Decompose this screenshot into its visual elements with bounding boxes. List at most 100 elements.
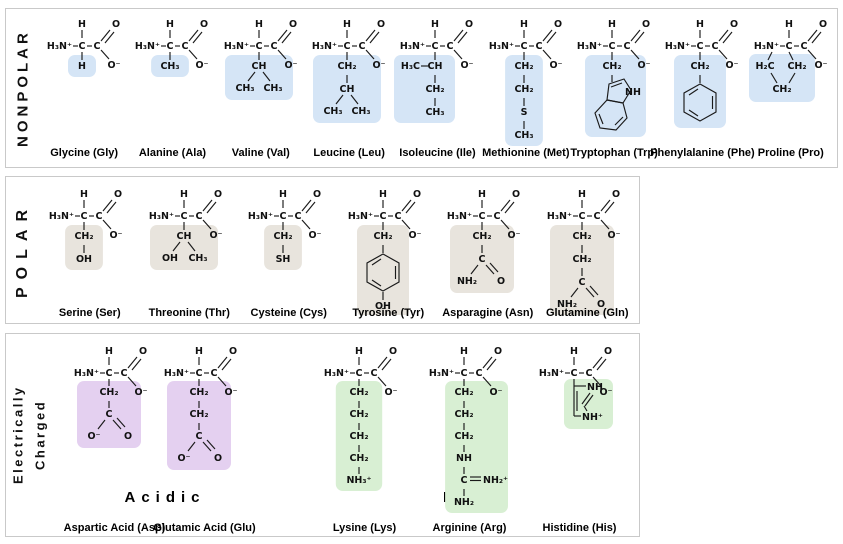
sidechain-highlight bbox=[356, 225, 409, 315]
amino-acid-cys: H H₃N⁺ C C O O⁻ CH₂ SH Cysteine (Cys) bbox=[239, 183, 339, 321]
svg-text:CH₂: CH₂ bbox=[426, 84, 445, 95]
amino-acid-met: H H₃N⁺ C C O O⁻ CH₂ CH₂ S CH₃ Methionine (Met) bbox=[482, 13, 570, 165]
amino-acid-glu: H H₃N⁺ C C O O⁻ CH₂ CH₂ C O⁻ O Glutamic Acid (Glu) bbox=[153, 340, 255, 534]
group-label-acidic: Acidic bbox=[124, 489, 206, 506]
svg-text:O⁻: O⁻ bbox=[408, 230, 421, 241]
svg-text:CH₂: CH₂ bbox=[189, 387, 208, 398]
svg-text:O: O bbox=[377, 19, 385, 30]
svg-text:C: C bbox=[447, 41, 454, 52]
svg-text:H: H bbox=[355, 346, 363, 357]
svg-text:S: S bbox=[520, 107, 527, 118]
svg-text:H: H bbox=[166, 19, 174, 30]
svg-text:H₃N⁺: H₃N⁺ bbox=[539, 368, 564, 379]
svg-text:O: O bbox=[612, 189, 620, 200]
svg-text:O⁻: O⁻ bbox=[461, 60, 474, 71]
svg-text:H: H bbox=[608, 19, 616, 30]
svg-text:O⁻: O⁻ bbox=[134, 387, 147, 398]
svg-text:H: H bbox=[431, 19, 439, 30]
svg-text:C: C bbox=[106, 409, 113, 420]
svg-text:C: C bbox=[593, 211, 600, 222]
svg-text:C: C bbox=[461, 368, 468, 379]
svg-text:CH₂: CH₂ bbox=[572, 254, 591, 265]
amino-acid-val: H H₃N⁺ C C O O⁻ CH CH₃ CH₃ Valine (Val) bbox=[217, 13, 305, 165]
svg-text:C: C bbox=[586, 368, 593, 379]
svg-text:O⁻: O⁻ bbox=[637, 60, 650, 71]
svg-text:CH₂: CH₂ bbox=[691, 61, 710, 72]
svg-text:O⁻: O⁻ bbox=[107, 60, 120, 71]
svg-text:C: C bbox=[106, 368, 113, 379]
svg-text:C: C bbox=[578, 211, 585, 222]
structure-thr: H H₃N⁺ C C O O⁻ CH OH CH₃ bbox=[149, 189, 222, 270]
svg-text:OH: OH bbox=[162, 253, 178, 264]
svg-text:O⁻: O⁻ bbox=[110, 230, 123, 241]
svg-text:O⁻: O⁻ bbox=[309, 230, 322, 241]
amino-acid-ala: H H₃N⁺ C C O O⁻ CH₃ Alanine (Ala) bbox=[128, 13, 216, 165]
amino-acid-name-his: Histidine (His) bbox=[542, 522, 617, 534]
svg-text:CH₃: CH₃ bbox=[188, 253, 207, 264]
amino-acid-name-pro: Proline (Pro) bbox=[757, 147, 824, 159]
svg-text:H₃N⁺: H₃N⁺ bbox=[74, 368, 99, 379]
svg-text:C: C bbox=[697, 41, 704, 52]
svg-text:C: C bbox=[476, 368, 483, 379]
svg-text:H: H bbox=[478, 189, 486, 200]
panel-label-nonpolar: NONPOLAR bbox=[14, 29, 32, 147]
sidechain-highlight bbox=[77, 381, 141, 448]
svg-text:H: H bbox=[696, 19, 704, 30]
svg-text:C: C bbox=[94, 41, 101, 52]
svg-text:O⁻: O⁻ bbox=[599, 387, 612, 398]
amino-acid-ile: H H₃N⁺ C C O O⁻ CH H₃C CH₂ CH₃ Isoleucine (Ile) bbox=[393, 13, 481, 165]
svg-text:C: C bbox=[479, 211, 486, 222]
panel-label-polar: POLAR bbox=[14, 202, 31, 298]
svg-text:SH: SH bbox=[276, 254, 291, 265]
svg-text:O: O bbox=[139, 346, 147, 357]
svg-text:O: O bbox=[497, 276, 505, 287]
sidechain-highlight bbox=[748, 54, 815, 102]
svg-text:CH: CH bbox=[176, 231, 191, 242]
svg-text:OH: OH bbox=[375, 301, 391, 312]
svg-text:CH₂: CH₂ bbox=[454, 387, 473, 398]
svg-text:C: C bbox=[432, 41, 439, 52]
svg-text:H₃N⁺: H₃N⁺ bbox=[135, 41, 160, 52]
svg-text:H₃N⁺: H₃N⁺ bbox=[447, 211, 472, 222]
svg-text:C: C bbox=[394, 211, 401, 222]
svg-text:C: C bbox=[356, 368, 363, 379]
nonpolar-structures-row: H H₃N⁺ C C O O⁻ H Glycine (Gly) H H₃N⁺ C C O O⁻ CH₃ Ala… bbox=[40, 13, 835, 165]
svg-text:H: H bbox=[785, 19, 793, 30]
svg-text:CH₃: CH₃ bbox=[351, 106, 370, 117]
amino-acid-name-met: Methionine (Met) bbox=[482, 147, 570, 159]
svg-text:CH₂: CH₂ bbox=[349, 409, 368, 420]
amino-acid-his: H H₃N⁺ C C O O⁻ NH NH⁺ Histidine (His) bbox=[532, 340, 627, 534]
svg-text:O⁻: O⁻ bbox=[209, 230, 222, 241]
amino-acid-name-tyr: Tyrosine (Tyr) bbox=[352, 307, 425, 319]
amino-acid-asp: H H₃N⁺ C C O O⁻ CH₂ C O⁻ O Aspartic Acid (Asp) bbox=[64, 340, 166, 534]
svg-text:C: C bbox=[182, 41, 189, 52]
svg-text:CH₂: CH₂ bbox=[514, 61, 533, 72]
svg-text:H₃N⁺: H₃N⁺ bbox=[547, 211, 572, 222]
amino-acid-name-phe: Phenylalanine (Phe) bbox=[650, 147, 755, 159]
panel-electrically-charged: Electrically Charged Acidic Basic HH₃N⁺C… bbox=[5, 333, 640, 537]
sidechain-highlight bbox=[149, 225, 218, 270]
amino-acid-name-cys: Cysteine (Cys) bbox=[250, 307, 327, 319]
svg-text:H₃C: H₃C bbox=[401, 61, 420, 72]
svg-text:C: C bbox=[358, 41, 365, 52]
amino-acid-tyr: H H₃N⁺ C C O O⁻ CH₂ OH Tyrosine (Tyr) bbox=[339, 183, 439, 321]
svg-text:H: H bbox=[460, 346, 468, 357]
sidechain-highlight bbox=[450, 225, 515, 293]
svg-text:H: H bbox=[255, 19, 263, 30]
svg-text:CH₂: CH₂ bbox=[99, 387, 118, 398]
svg-text:C: C bbox=[81, 211, 88, 222]
svg-text:H₃N⁺: H₃N⁺ bbox=[149, 211, 174, 222]
svg-text:H₃N⁺: H₃N⁺ bbox=[754, 41, 779, 52]
svg-text:CH₂: CH₂ bbox=[75, 231, 94, 242]
svg-text:H₃N⁺: H₃N⁺ bbox=[577, 41, 602, 52]
